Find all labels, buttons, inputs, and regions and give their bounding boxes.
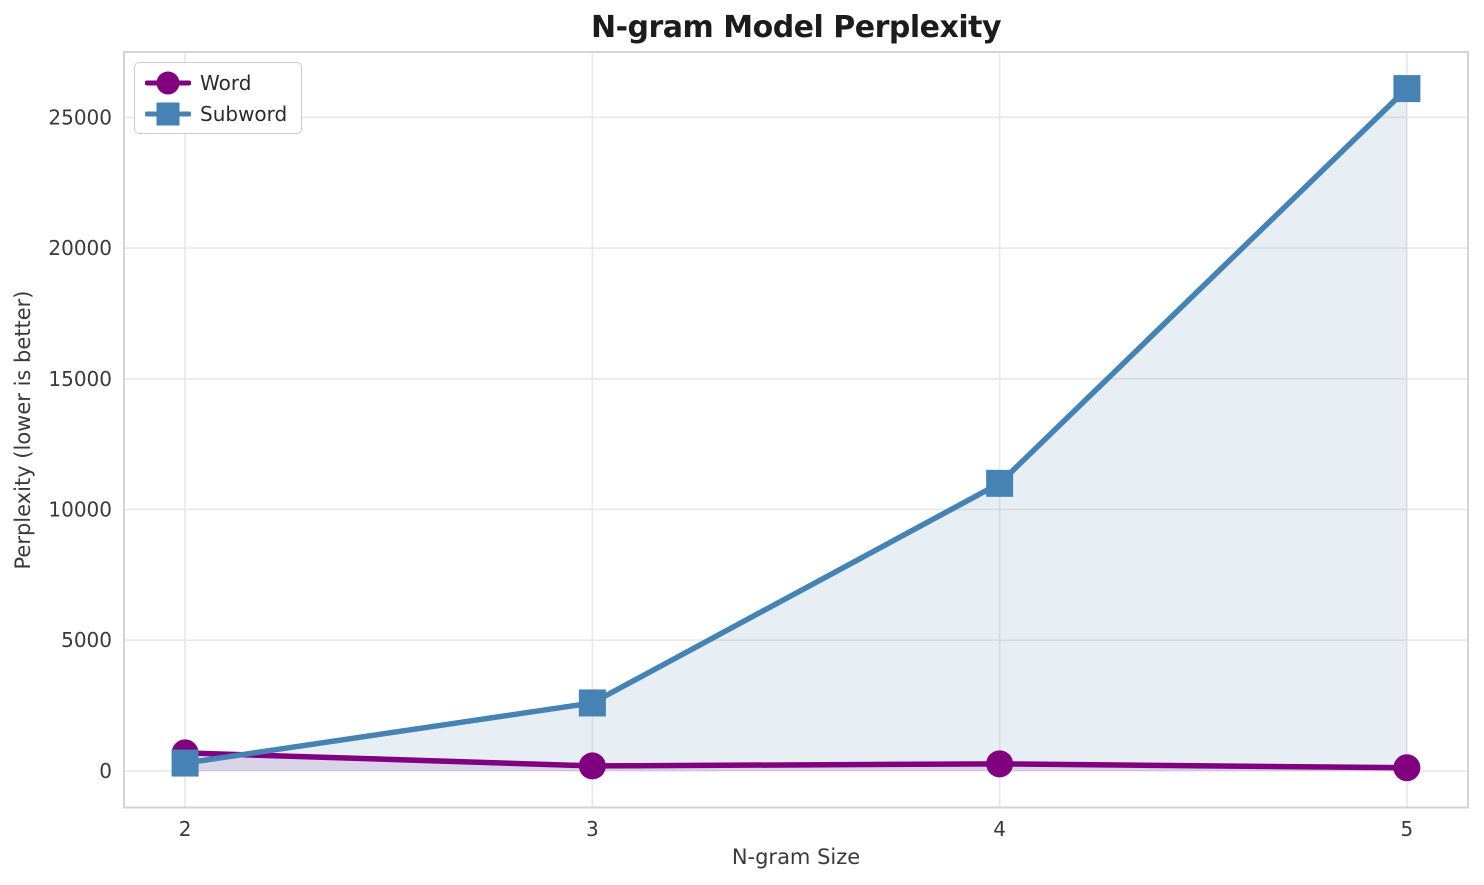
marker-word-x4 bbox=[986, 750, 1014, 778]
y-tick-label: 10000 bbox=[48, 497, 112, 521]
legend-label-word: Word bbox=[200, 70, 252, 95]
axes-spines bbox=[123, 51, 1469, 809]
y-tick-label: 20000 bbox=[48, 236, 112, 260]
word-line-circle-marker-icon bbox=[145, 71, 191, 94]
x-tick-label: 2 bbox=[179, 817, 192, 841]
y-tick-label: 0 bbox=[99, 759, 112, 783]
x-tick-label: 4 bbox=[993, 817, 1006, 841]
x-tick-label: 5 bbox=[1401, 817, 1414, 841]
subword-line-square-marker-icon bbox=[145, 102, 191, 125]
marker-word-x3 bbox=[578, 752, 606, 780]
y-tick-label: 15000 bbox=[48, 367, 112, 391]
legend-item-word: Word bbox=[145, 67, 291, 98]
marker-word-x5 bbox=[1393, 754, 1421, 782]
marker-subword-x3 bbox=[578, 689, 606, 717]
line-word bbox=[182, 750, 1410, 771]
marker-subword-x4 bbox=[986, 469, 1014, 497]
y-axis-label: Perplexity (lower is better) bbox=[11, 290, 35, 570]
y-tick-label: 25000 bbox=[48, 105, 112, 129]
area-fill-subword bbox=[185, 88, 1407, 771]
legend-marker-subword bbox=[156, 102, 180, 125]
x-axis-label: N-gram Size bbox=[731, 845, 861, 869]
marker-subword-x2 bbox=[171, 749, 199, 777]
y-tick-label: 5000 bbox=[61, 628, 112, 652]
legend-item-subword: Subword bbox=[145, 98, 291, 129]
line-subword bbox=[182, 85, 1410, 766]
legend-label-subword: Subword bbox=[200, 101, 288, 126]
x-tick-label: 3 bbox=[586, 817, 599, 841]
chart-title: N-gram Model Perplexity bbox=[590, 10, 1002, 45]
legend: Word Subword bbox=[134, 62, 302, 134]
marker-subword-x5 bbox=[1393, 75, 1421, 103]
legend-marker-word bbox=[156, 71, 180, 94]
